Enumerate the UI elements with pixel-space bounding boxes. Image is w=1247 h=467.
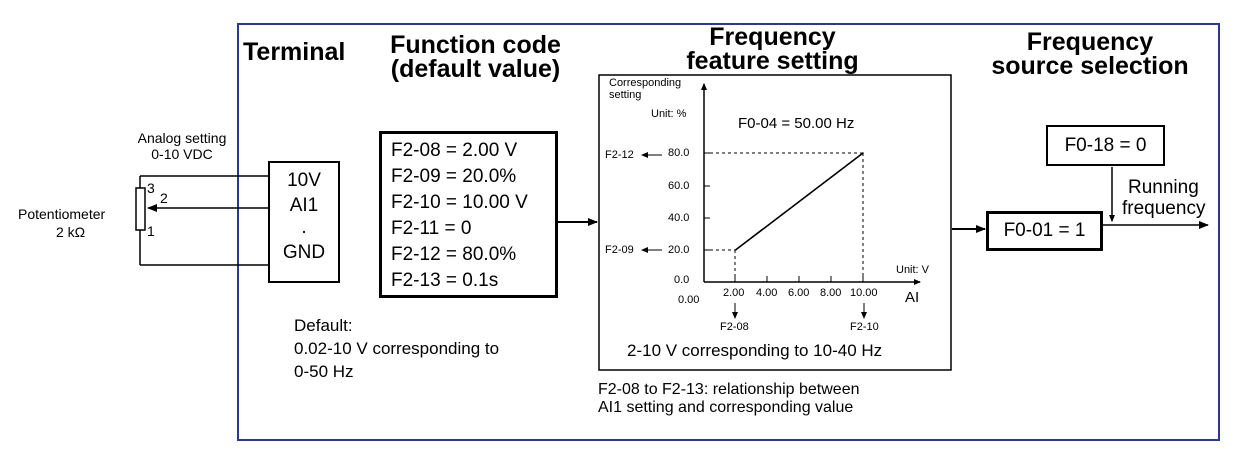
terminal-block: 10V AI1 . GND	[268, 161, 340, 283]
ref-f210: F2-10	[850, 321, 879, 333]
graph-ylabel-line1: Corresponding	[609, 77, 682, 89]
series-line	[735, 152, 864, 251]
diagram-frame	[237, 23, 1220, 441]
xtick-8: 8.00	[820, 287, 842, 299]
xtick-4: 4.00	[756, 287, 778, 299]
running-frequency-line2: frequency	[1122, 198, 1206, 219]
graph-f004: F0-04 = 50.00 Hz	[738, 115, 855, 132]
xtick-10: 10.00	[850, 287, 878, 299]
default-note-line1: Default:	[294, 316, 353, 335]
graph-xlabel: AI	[905, 289, 920, 306]
xtick-2: 2.00	[723, 287, 745, 299]
graph-ylabel-line2: setting	[609, 89, 642, 101]
default-note-line3: 0-50 Hz	[294, 362, 354, 381]
relationship-note: F2-08 to F2-13: relationship between AI1…	[598, 381, 859, 417]
running-frequency-line1: Running	[1128, 177, 1199, 198]
potentiometer-value: 2 kΩ	[56, 224, 86, 240]
analog-setting-line2: 0-10 VDC	[151, 146, 213, 162]
graph-yunit: Unit: %	[651, 108, 687, 120]
ytick-60: 60.0	[668, 180, 690, 192]
default-note: Default: 0.02-10 V corresponding to 0-50…	[294, 314, 499, 383]
header-frequency-source-line1: Frequency	[1026, 28, 1154, 56]
analog-setting-line1: Analog setting	[137, 130, 227, 146]
graph-caption: 2-10 V corresponding to 10-40 Hz	[627, 341, 883, 360]
ytick-0: 0.0	[674, 274, 690, 286]
ref-f208: F2-08	[720, 321, 749, 333]
function-code-f213: F2-13 = 0.1s	[391, 270, 499, 291]
ref-f209: F2-09	[605, 244, 634, 256]
header-frequency-source: Frequency source selection	[982, 28, 1198, 80]
potentiometer-symbol	[135, 187, 146, 231]
header-function-code-line1: Function code	[390, 31, 561, 59]
terminal-gnd: GND	[282, 242, 326, 263]
data-point	[735, 248, 737, 251]
terminal-10v: 10V	[287, 170, 321, 191]
analog-setting-label: Analog setting 0-10 VDC	[122, 130, 242, 162]
header-frequency-feature-line1: Frequency	[709, 23, 836, 51]
running-frequency-label: Running frequency	[1122, 177, 1205, 219]
function-code-box: F2-08 = 2.00 V F2-09 = 20.0% F2-10 = 10.…	[379, 131, 558, 298]
data-point	[862, 152, 864, 154]
f018-box: F0-18 = 0	[1046, 125, 1165, 166]
xtick-0: 0.00	[678, 294, 700, 306]
f001-box: F0-01 = 1	[986, 211, 1103, 251]
f001-value: F0-01 = 1	[1003, 220, 1086, 241]
graph-xunit: Unit: V	[896, 264, 930, 276]
ytick-20: 20.0	[668, 244, 690, 256]
ref-f212: F2-12	[605, 149, 634, 161]
header-frequency-feature: Frequency feature setting	[670, 23, 875, 75]
terminal-ai1: AI1	[289, 195, 319, 216]
function-code-f210: F2-10 = 10.00 V	[391, 192, 528, 213]
default-note-line2: 0.02-10 V corresponding to	[294, 339, 500, 358]
relationship-note-line2: AI1 setting and corresponding value	[598, 399, 854, 416]
function-code-f209: F2-09 = 20.0%	[391, 166, 517, 187]
ytick-80: 80.0	[668, 147, 690, 159]
pin-2-label: 2	[160, 190, 168, 206]
header-frequency-source-line2: source selection	[991, 52, 1189, 80]
function-code-f211: F2-11 = 0	[391, 218, 472, 239]
header-function-code-line2: (default value)	[390, 55, 561, 83]
potentiometer-label: Potentiometer	[18, 206, 106, 222]
ytick-40: 40.0	[668, 212, 690, 224]
xtick-6: 6.00	[788, 287, 810, 299]
pin-1-label: 1	[147, 223, 155, 239]
relationship-note-line1: F2-08 to F2-13: relationship between	[598, 381, 860, 398]
graph-box	[598, 74, 952, 371]
terminal-dot: .	[301, 217, 307, 238]
f018-value: F0-18 = 0	[1064, 135, 1147, 156]
function-code-f212: F2-12 = 80.0%	[391, 244, 517, 265]
function-code-f208: F2-08 = 2.00 V	[391, 140, 518, 161]
graph-ylabel: Corresponding setting	[609, 77, 681, 101]
header-frequency-feature-line2: feature setting	[686, 47, 859, 75]
pin-3-label: 3	[147, 180, 155, 196]
header-terminal: Terminal	[243, 38, 346, 66]
header-function-code: Function code (default value)	[383, 31, 568, 83]
